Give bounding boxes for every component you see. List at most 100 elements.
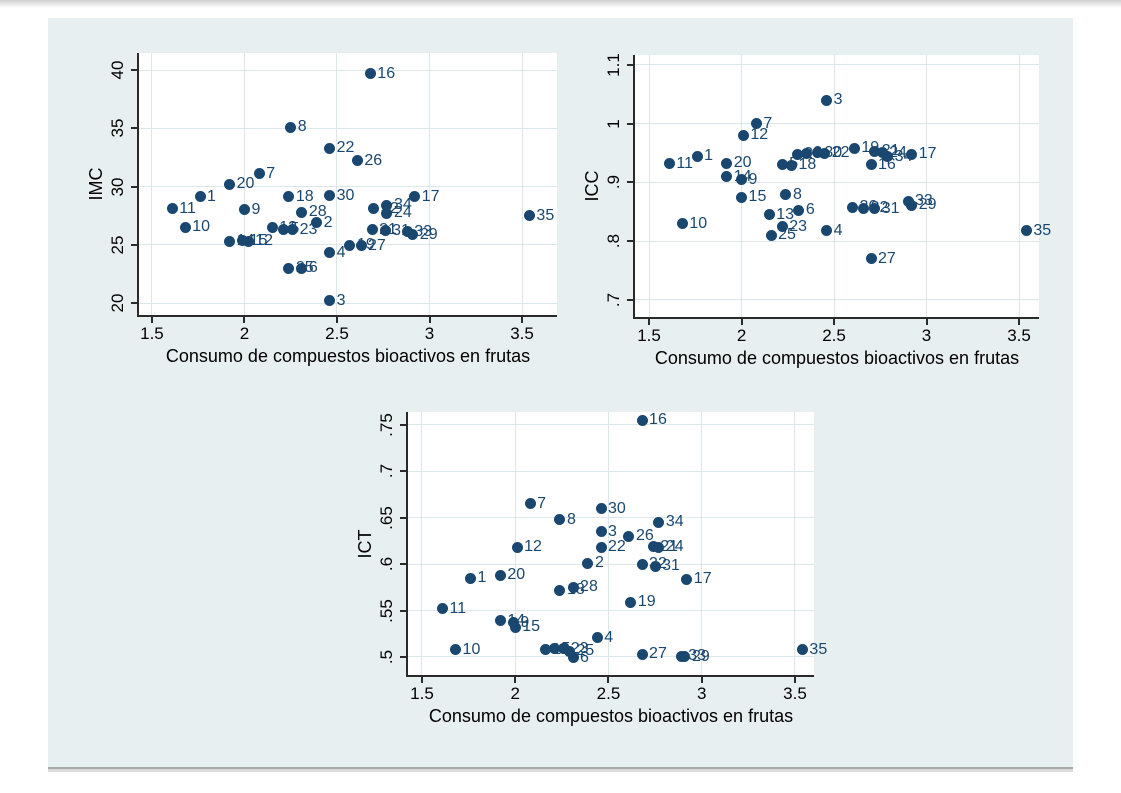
data-point — [194, 191, 206, 203]
y-tick-mark — [131, 302, 137, 304]
point-label: 7 — [763, 114, 773, 132]
point-label: 6 — [580, 648, 589, 666]
point-label: 25 — [576, 642, 595, 660]
y-tick-mark — [627, 240, 633, 243]
data-point — [368, 203, 380, 215]
gridline-vertical — [429, 53, 430, 315]
gridline-horizontal — [635, 181, 1039, 183]
point-label: 33 — [688, 647, 706, 665]
point-label: 28 — [580, 578, 598, 596]
gridline-horizontal — [408, 470, 814, 472]
data-point — [736, 174, 748, 186]
point-label: 23 — [299, 220, 318, 238]
point-label: 9 — [520, 613, 530, 631]
y-tick-mark — [627, 122, 633, 125]
y-tick-label: 30 — [108, 177, 127, 196]
gridline-horizontal — [139, 127, 557, 129]
y-tick-mark — [131, 69, 137, 71]
point-label: 29 — [691, 647, 710, 665]
point-label: 19 — [637, 593, 656, 611]
data-point — [554, 584, 566, 596]
point-label: 21 — [660, 537, 679, 555]
data-point — [296, 262, 308, 274]
point-label: 27 — [878, 249, 896, 267]
data-point — [819, 147, 831, 159]
x-tick-mark — [420, 677, 423, 683]
data-point — [253, 168, 265, 180]
data-point — [653, 541, 665, 553]
y-tick-mark — [627, 298, 633, 301]
point-label: 17 — [918, 145, 937, 163]
point-label: 20 — [507, 566, 526, 584]
gridline-vertical — [607, 412, 609, 675]
data-point — [796, 644, 808, 656]
point-label: 23 — [570, 639, 589, 657]
data-point — [511, 541, 523, 553]
gridline-vertical — [243, 53, 245, 315]
point-label: 7 — [537, 494, 547, 512]
x-tick-mark — [514, 677, 517, 683]
gridline-vertical — [701, 412, 703, 675]
point-label: 12 — [750, 126, 769, 144]
point-label: 23 — [789, 217, 808, 235]
y-tick-label: .55 — [377, 598, 396, 623]
gridline-vertical — [794, 412, 796, 675]
gridline-horizontal — [408, 424, 814, 426]
x-tick-label: 1.5 — [410, 684, 434, 703]
y-tick-label: .7 — [604, 292, 623, 308]
point-label: 18 — [295, 187, 314, 205]
data-point — [636, 414, 648, 426]
point-label: 2 — [594, 554, 604, 572]
data-point — [750, 118, 762, 130]
data-point — [464, 572, 476, 584]
point-label: 9 — [748, 170, 758, 188]
point-label: 9 — [251, 200, 261, 218]
point-label: 35 — [536, 206, 555, 224]
x-tick-label: 3.5 — [783, 684, 807, 703]
data-point — [179, 221, 191, 233]
gridline-horizontal — [408, 656, 814, 658]
point-label: 34 — [894, 147, 913, 165]
point-label: 1 — [704, 147, 714, 165]
gridline-vertical — [741, 55, 743, 317]
point-label: 22 — [608, 538, 626, 556]
data-point — [595, 503, 607, 514]
point-label: 4 — [604, 628, 614, 646]
data-point — [636, 558, 648, 570]
data-point — [902, 195, 914, 207]
gridline-vertical — [151, 53, 153, 315]
point-label: 24 — [889, 143, 907, 161]
data-point — [785, 159, 797, 171]
point-label: 20 — [236, 175, 255, 193]
point-label: 4 — [833, 221, 843, 239]
y-tick-mark — [400, 516, 406, 519]
y-axis-label-ict: ICT — [355, 529, 375, 558]
data-point — [401, 226, 413, 238]
y-tick-label: .75 — [377, 413, 396, 437]
x-tick-label: 2 — [239, 324, 250, 343]
data-point — [791, 148, 803, 160]
data-point — [237, 235, 249, 247]
y-tick-label: .9 — [604, 175, 623, 190]
x-tick-mark — [150, 317, 153, 323]
x-tick-mark — [1018, 319, 1021, 325]
y-tick-mark — [400, 470, 406, 473]
point-label: 8 — [297, 118, 307, 136]
data-point — [800, 147, 812, 159]
point-label: 29 — [419, 225, 438, 243]
point-label: 35 — [1033, 221, 1052, 239]
point-label: 16 — [649, 411, 667, 429]
data-point — [224, 235, 236, 247]
point-label: 18 — [798, 156, 817, 174]
data-point — [625, 596, 637, 608]
y-tick-mark — [131, 243, 137, 246]
point-label: 8 — [792, 185, 802, 203]
x-tick-label: 3.5 — [1007, 326, 1031, 345]
data-point — [876, 147, 888, 159]
data-point — [780, 189, 792, 201]
x-tick-mark — [648, 319, 651, 325]
point-label: 7 — [266, 164, 276, 182]
y-tick-mark — [400, 423, 406, 426]
data-point — [647, 541, 659, 553]
data-point — [675, 650, 687, 662]
